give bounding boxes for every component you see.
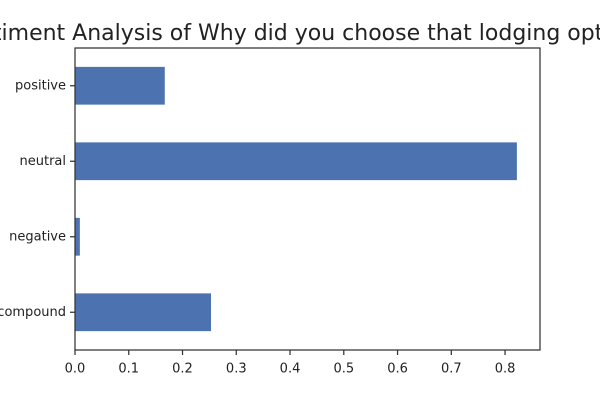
bar-compound	[75, 293, 212, 332]
x-tick-label: 0.5	[333, 362, 354, 377]
y-tick-label-neutral: neutral	[20, 154, 67, 169]
bar-neutral	[75, 142, 517, 181]
x-tick-label: 0.2	[172, 362, 193, 377]
x-tick-label: 0.8	[495, 362, 516, 377]
bars-group	[75, 66, 517, 332]
y-tick-label-positive: positive	[15, 78, 66, 93]
y-tick-label-negative: negative	[9, 229, 66, 244]
bar-positive	[75, 66, 165, 105]
chart-title: Sentiment Analysis of Why did you choose…	[0, 21, 600, 46]
y-tick-label-compound: compound	[0, 305, 66, 320]
x-tick-label: 0.3	[226, 362, 247, 377]
x-tick-label: 0.1	[118, 362, 139, 377]
bar-negative	[75, 217, 80, 256]
x-axis: 0.0 0.1 0.2 0.3 0.4 0.5 0.6 0.7 0.8	[65, 350, 516, 377]
y-axis: compound negative neutral positive	[0, 78, 75, 320]
x-tick-label: 0.4	[280, 362, 301, 377]
plot-frame	[74, 47, 541, 351]
x-tick-label: 0.6	[387, 362, 408, 377]
x-tick-label: 0.0	[65, 362, 86, 377]
x-tick-label: 0.7	[441, 362, 462, 377]
